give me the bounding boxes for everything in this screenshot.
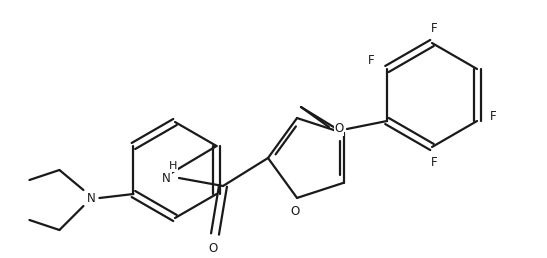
Text: F: F [430,156,437,168]
Text: F: F [430,22,437,36]
Text: O: O [290,205,300,219]
Text: O: O [208,241,218,254]
Text: N: N [162,172,171,184]
Text: F: F [368,54,374,68]
Text: O: O [334,123,344,135]
Text: N: N [87,191,96,205]
Text: F: F [490,110,496,124]
Text: H: H [169,161,177,171]
